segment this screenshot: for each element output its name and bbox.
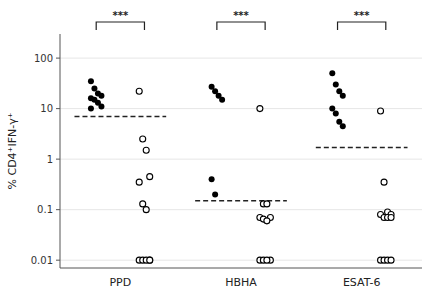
open-dot xyxy=(257,106,263,112)
filled-dot xyxy=(88,78,94,84)
filled-dot xyxy=(88,106,94,112)
x-tick-label: PPD xyxy=(109,276,131,289)
x-axis xyxy=(60,268,422,269)
filled-dot xyxy=(329,70,335,76)
significance-bracket xyxy=(217,22,265,30)
grid-line xyxy=(60,108,422,109)
filled-dot xyxy=(333,111,339,117)
filled-dot xyxy=(340,93,346,99)
significance-label: *** xyxy=(354,10,370,21)
grid-line xyxy=(60,159,422,160)
grid-line xyxy=(60,58,422,59)
open-dot xyxy=(147,174,153,180)
open-dot xyxy=(136,88,142,94)
y-tick-label: 0.1 xyxy=(37,204,53,215)
open-dot xyxy=(147,257,153,263)
median-line xyxy=(74,116,166,117)
y-tick-label: 1 xyxy=(47,154,53,165)
significance-label: *** xyxy=(233,10,249,21)
y-tick xyxy=(56,108,60,109)
filled-dot xyxy=(98,104,104,110)
open-dot xyxy=(140,136,146,142)
filled-dot xyxy=(212,191,218,197)
y-tick-label: 10 xyxy=(40,103,53,114)
open-dot xyxy=(140,201,146,207)
open-dot xyxy=(388,214,394,220)
grid-line xyxy=(60,209,422,210)
open-dot xyxy=(378,108,384,114)
chart: 0.01 0.1 1 10 100 % CD4⁺IFN-γ⁺ PPD HBHA ESAT-6 **… xyxy=(0,0,434,298)
open-dot xyxy=(147,257,153,263)
filled-dot xyxy=(340,123,346,129)
significance-bracket xyxy=(338,22,386,30)
x-tick-label: ESAT-6 xyxy=(343,276,381,289)
filled-dot xyxy=(98,93,104,99)
open-dot xyxy=(264,201,270,207)
filled-dot xyxy=(91,86,97,92)
y-tick xyxy=(56,209,60,210)
significance-bracket xyxy=(96,22,144,30)
open-dot xyxy=(388,257,394,263)
grid-line xyxy=(60,260,422,261)
median-line xyxy=(195,200,287,201)
y-tick xyxy=(56,159,60,160)
y-tick-label: 0.01 xyxy=(31,255,53,266)
y-axis xyxy=(60,34,61,268)
significance-label: *** xyxy=(112,10,128,21)
open-dot xyxy=(143,207,149,213)
x-tick-label: HBHA xyxy=(225,276,257,289)
y-tick-label: 100 xyxy=(34,53,53,64)
y-tick xyxy=(56,260,60,261)
open-dot xyxy=(136,179,142,185)
y-tick xyxy=(56,58,60,59)
open-dot xyxy=(264,218,270,224)
open-dot xyxy=(264,257,270,263)
y-axis-label: % CD4⁺IFN-γ⁺ xyxy=(6,112,19,189)
filled-dot xyxy=(219,97,225,103)
median-line xyxy=(316,147,408,148)
plot-area xyxy=(74,70,407,263)
filled-dot xyxy=(209,176,215,182)
open-dot xyxy=(381,179,387,185)
open-dot xyxy=(143,147,149,153)
filled-dot xyxy=(333,82,339,88)
filled-dot xyxy=(329,106,335,112)
